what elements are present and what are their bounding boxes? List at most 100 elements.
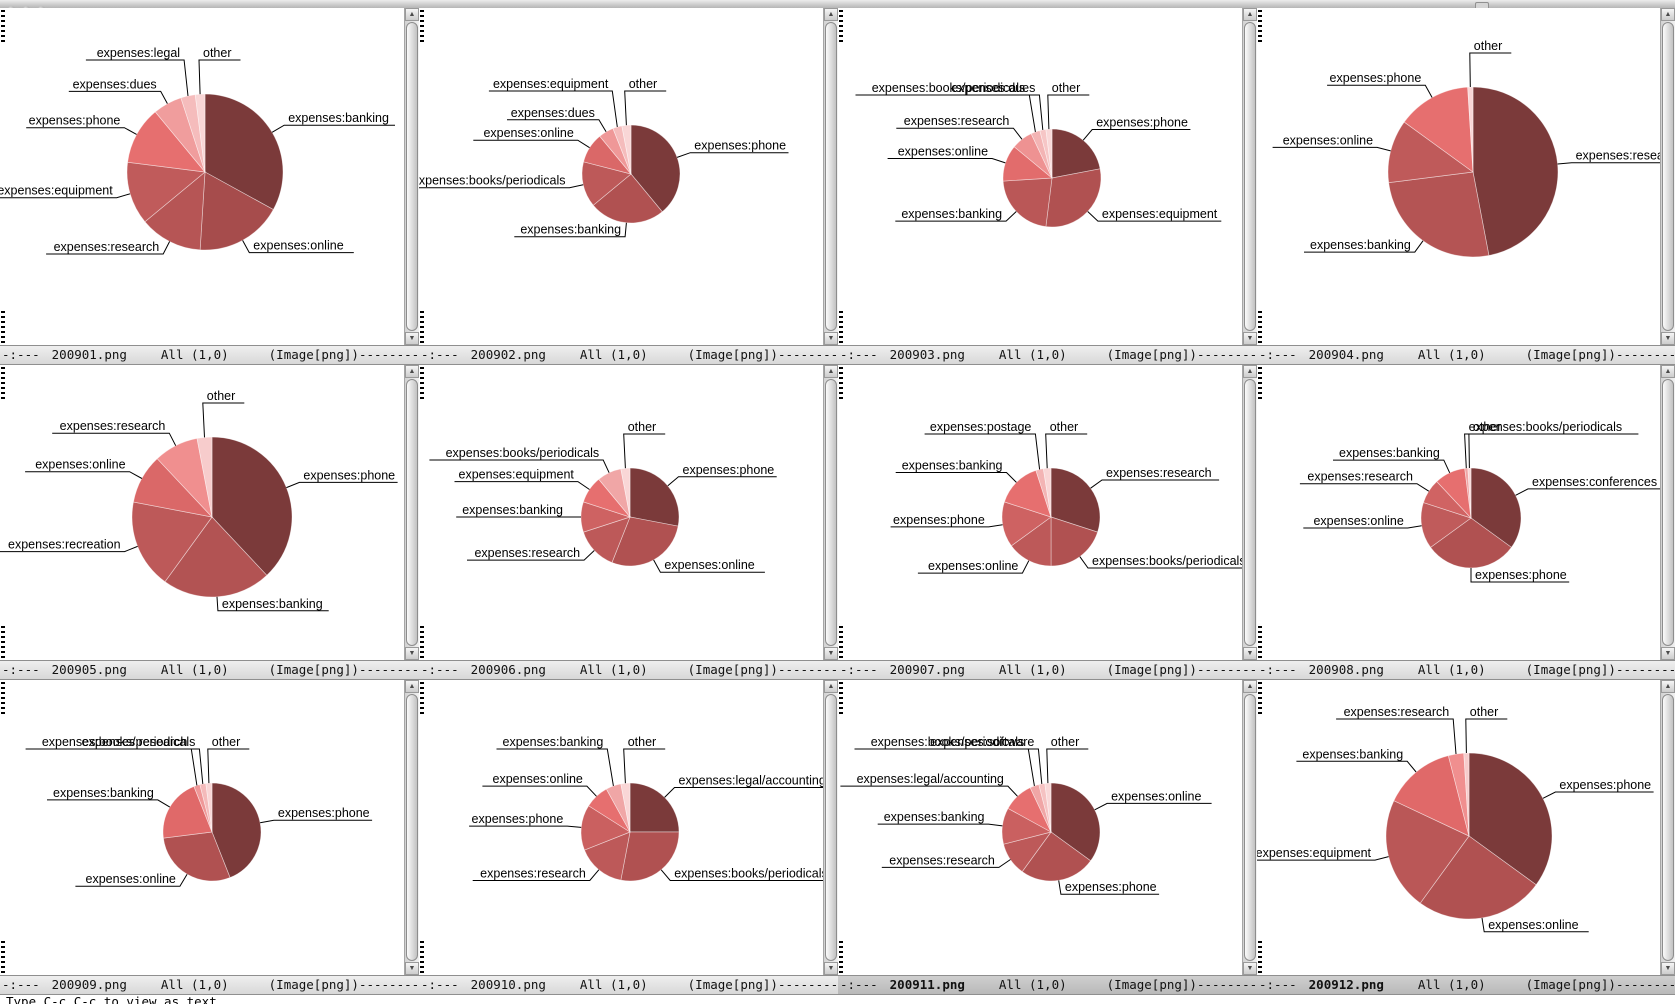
- scrollbar-thumb[interactable]: [1244, 22, 1256, 331]
- mode-line[interactable]: -:--- 200904.png All (1,0) (Image[png]) ----…: [1257, 345, 1675, 365]
- fringe-dashes: [1, 10, 5, 42]
- image-buffer-view[interactable]: expenses:phone expenses:online expenses:eq…: [1257, 680, 1675, 975]
- scrollbar[interactable]: ▲ ▼: [823, 8, 838, 345]
- image-buffer-view[interactable]: expenses:phone expenses:banking expenses:r…: [0, 365, 419, 660]
- image-buffer-view[interactable]: expenses:phone expenses:online expenses:re…: [419, 365, 838, 660]
- window-zoom-icon[interactable]: [38, 6, 45, 8]
- scrollbar[interactable]: ▲ ▼: [1242, 8, 1257, 345]
- scrollbar[interactable]: ▲ ▼: [823, 680, 838, 975]
- slice-label: expenses:legal: [97, 46, 180, 60]
- mode-line-dashes: ----------------------------------------…: [1196, 977, 1257, 992]
- mode-line[interactable]: -:--- 200912.png All (1,0) (Image[png]) ----…: [1257, 975, 1675, 995]
- pie-slice: [1470, 467, 1522, 548]
- scrollbar[interactable]: ▲ ▼: [1660, 365, 1675, 660]
- window-close-icon[interactable]: [8, 6, 15, 8]
- mode-line[interactable]: -:--- 200902.png All (1,0) (Image[png]) ----…: [419, 345, 838, 365]
- scroll-up-icon[interactable]: ▲: [1661, 365, 1675, 378]
- scroll-up-icon[interactable]: ▲: [405, 365, 419, 378]
- scrollbar-thumb[interactable]: [825, 379, 837, 646]
- scroll-down-icon[interactable]: ▼: [1661, 647, 1675, 660]
- scroll-up-icon[interactable]: ▲: [405, 680, 419, 693]
- scrollbar[interactable]: ▲ ▼: [1242, 365, 1257, 660]
- slice-label: expenses:phone: [893, 513, 985, 527]
- image-buffer-view[interactable]: expenses:banking expenses:online expenses:…: [0, 8, 419, 345]
- scroll-down-icon[interactable]: ▼: [824, 962, 838, 975]
- scroll-up-icon[interactable]: ▲: [1243, 680, 1257, 693]
- label-leader-line: [624, 90, 667, 126]
- scroll-down-icon[interactable]: ▼: [1243, 962, 1257, 975]
- scrollbar-thumb[interactable]: [825, 22, 837, 331]
- mode-line[interactable]: -:--- 200903.png All (1,0) (Image[png]) ----…: [838, 345, 1257, 365]
- scrollbar-thumb[interactable]: [406, 379, 418, 646]
- scrollbar-thumb[interactable]: [1244, 379, 1256, 646]
- pie-slice: [1467, 467, 1472, 519]
- scroll-up-icon[interactable]: ▲: [824, 8, 838, 21]
- pie-slice: [199, 171, 274, 251]
- scrollbar[interactable]: ▲ ▼: [404, 8, 419, 345]
- image-buffer-view[interactable]: expenses:legal/accounting expenses:books/…: [419, 680, 838, 975]
- scroll-up-icon[interactable]: ▲: [1243, 8, 1257, 21]
- mode-line-dashes: ----------------------------------------…: [1615, 662, 1675, 677]
- scrollbar[interactable]: ▲ ▼: [404, 680, 419, 975]
- scrollbar-thumb[interactable]: [1662, 694, 1674, 961]
- window-minimize-icon[interactable]: [23, 6, 30, 8]
- scrollbar-thumb[interactable]: [1662, 22, 1674, 331]
- slice-label: expenses:phone: [694, 139, 786, 153]
- pie-chart-200912.png: expenses:phone expenses:online expenses:eq…: [1257, 705, 1654, 933]
- scroll-down-icon[interactable]: ▼: [405, 332, 419, 345]
- image-buffer-view[interactable]: expenses:conferences expenses:phone expens…: [1257, 365, 1675, 660]
- mode-line[interactable]: -:--- 200906.png All (1,0) (Image[png]) ----…: [419, 660, 838, 680]
- mode-line[interactable]: -:--- 200907.png All (1,0) (Image[png]) ----…: [838, 660, 1257, 680]
- scrollbar-thumb[interactable]: [825, 694, 837, 961]
- pie-slice: [144, 171, 206, 251]
- scroll-up-icon[interactable]: ▲: [405, 8, 419, 21]
- image-buffer-view[interactable]: expenses:phone expenses:equipment expenses…: [838, 8, 1257, 345]
- scroll-up-icon[interactable]: ▲: [1243, 365, 1257, 378]
- slice-label: expenses:dues: [951, 81, 1035, 95]
- slice-label: expenses:online: [1283, 133, 1373, 147]
- scrollbar-thumb[interactable]: [1662, 379, 1674, 646]
- slice-label: expenses:online: [493, 772, 583, 786]
- scroll-down-icon[interactable]: ▼: [1243, 647, 1257, 660]
- scrollbar-thumb[interactable]: [406, 22, 418, 331]
- slice-label: expenses:phone: [1559, 778, 1651, 792]
- mode-line[interactable]: -:--- 200910.png All (1,0) (Image[png]) ----…: [419, 975, 838, 995]
- scroll-down-icon[interactable]: ▼: [1661, 962, 1675, 975]
- fringe-dashes: [1, 941, 5, 973]
- scrollbar-thumb[interactable]: [406, 694, 418, 961]
- scroll-down-icon[interactable]: ▼: [405, 962, 419, 975]
- scrollbar[interactable]: ▲ ▼: [404, 365, 419, 660]
- scroll-up-icon[interactable]: ▲: [824, 365, 838, 378]
- scrollbar[interactable]: ▲ ▼: [1242, 680, 1257, 975]
- pie-slice: [1430, 517, 1512, 569]
- mode-line[interactable]: -:--- 200909.png All (1,0) (Image[png]) ----…: [0, 975, 419, 995]
- scroll-down-icon[interactable]: ▼: [405, 647, 419, 660]
- scrollbar[interactable]: ▲ ▼: [1660, 680, 1675, 975]
- pie-slice: [629, 467, 680, 527]
- label-leader-line: [660, 869, 823, 881]
- image-buffer-view[interactable]: expenses:research expenses:books/periodic…: [838, 365, 1257, 660]
- mode-line[interactable]: -:--- 200905.png All (1,0) (Image[png]) ----…: [0, 660, 419, 680]
- fringe-dashes: [839, 941, 843, 973]
- pie-slice: [1002, 177, 1053, 228]
- image-buffer-view[interactable]: expenses:research expenses:banking expense…: [1257, 8, 1675, 345]
- mode-line-prefix: -:---: [1259, 347, 1297, 362]
- scroll-down-icon[interactable]: ▼: [1661, 332, 1675, 345]
- emacs-window: expenses:phone expenses:banking expenses:b…: [419, 8, 838, 365]
- image-buffer-view[interactable]: expenses:phone expenses:online expenses:ba…: [0, 680, 419, 975]
- image-buffer-view[interactable]: expenses:online expenses:phone expenses:re…: [838, 680, 1257, 975]
- mode-line[interactable]: -:--- 200908.png All (1,0) (Image[png]) ----…: [1257, 660, 1675, 680]
- scroll-up-icon[interactable]: ▲: [1661, 8, 1675, 21]
- scroll-down-icon[interactable]: ▼: [1243, 332, 1257, 345]
- scroll-up-icon[interactable]: ▲: [824, 680, 838, 693]
- scroll-up-icon[interactable]: ▲: [1661, 680, 1675, 693]
- image-buffer-view[interactable]: expenses:phone expenses:banking expenses:b…: [419, 8, 838, 345]
- mode-line[interactable]: -:--- 200911.png All (1,0) (Image[png]) ----…: [838, 975, 1257, 995]
- scrollbar-thumb[interactable]: [1244, 694, 1256, 961]
- scroll-down-icon[interactable]: ▼: [824, 647, 838, 660]
- fringe-dashes: [420, 941, 424, 973]
- scrollbar[interactable]: ▲ ▼: [1660, 8, 1675, 345]
- mode-line[interactable]: -:--- 200901.png All (1,0) (Image[png]) ----…: [0, 345, 419, 365]
- scrollbar[interactable]: ▲ ▼: [823, 365, 838, 660]
- scroll-down-icon[interactable]: ▼: [824, 332, 838, 345]
